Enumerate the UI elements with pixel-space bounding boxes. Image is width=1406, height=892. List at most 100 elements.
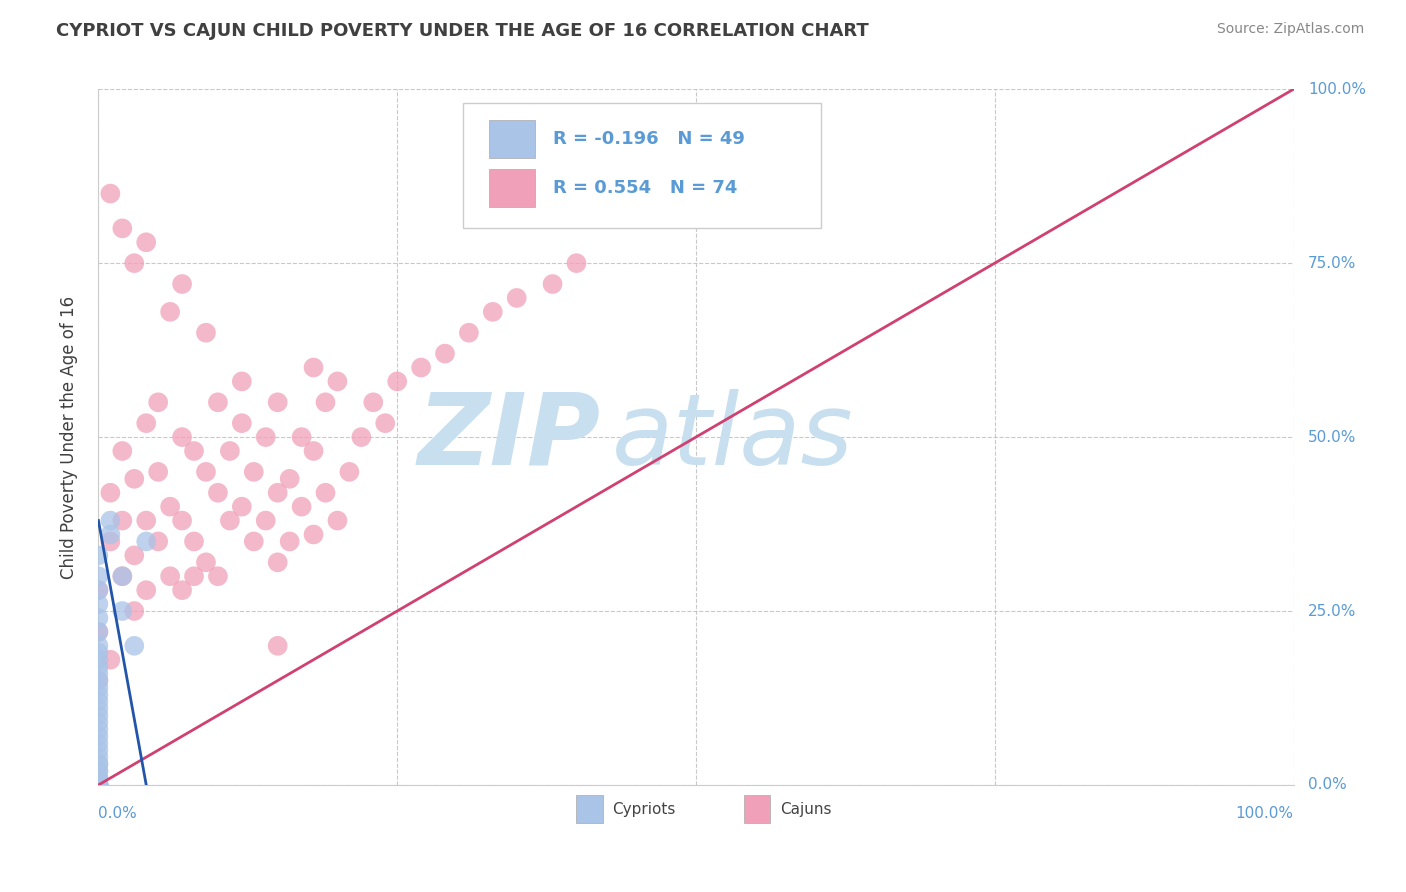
Point xyxy=(267,639,290,653)
Point xyxy=(231,500,253,514)
Point xyxy=(363,395,385,409)
Text: CYPRIOT VS CAJUN CHILD POVERTY UNDER THE AGE OF 16 CORRELATION CHART: CYPRIOT VS CAJUN CHILD POVERTY UNDER THE… xyxy=(56,22,869,40)
Point xyxy=(87,659,110,673)
Point xyxy=(565,256,588,270)
Text: 50.0%: 50.0% xyxy=(1308,430,1357,444)
Point xyxy=(183,534,205,549)
Point xyxy=(87,624,110,639)
Point xyxy=(302,527,325,541)
Text: ZIP: ZIP xyxy=(418,389,600,485)
Point xyxy=(87,549,110,563)
Point xyxy=(411,360,433,375)
Point xyxy=(87,778,110,792)
Point xyxy=(87,569,110,583)
Point xyxy=(148,534,170,549)
Point xyxy=(124,639,146,653)
Text: 25.0%: 25.0% xyxy=(1308,604,1357,618)
Point xyxy=(254,430,277,444)
Point xyxy=(135,235,157,250)
Text: 100.0%: 100.0% xyxy=(1308,82,1365,96)
Point xyxy=(267,555,290,569)
Point xyxy=(254,514,277,528)
Point xyxy=(87,653,110,667)
Point xyxy=(87,778,110,792)
Point xyxy=(87,778,110,792)
Point xyxy=(87,771,110,785)
Point xyxy=(87,673,110,688)
Point xyxy=(267,395,290,409)
Point xyxy=(87,764,110,778)
Point xyxy=(87,688,110,702)
Point xyxy=(315,485,337,500)
Text: 100.0%: 100.0% xyxy=(1236,805,1294,821)
Point xyxy=(124,549,146,563)
Point xyxy=(124,604,146,618)
Point xyxy=(87,708,110,723)
Point xyxy=(87,723,110,737)
Point xyxy=(541,277,564,291)
Point xyxy=(111,444,134,458)
Point xyxy=(231,416,253,430)
Point xyxy=(87,778,110,792)
Point xyxy=(98,485,122,500)
Point xyxy=(87,750,110,764)
Point xyxy=(207,485,229,500)
Point xyxy=(434,346,457,360)
Point xyxy=(111,221,134,235)
Point xyxy=(87,666,110,681)
Point xyxy=(207,569,229,583)
Y-axis label: Child Poverty Under the Age of 16: Child Poverty Under the Age of 16 xyxy=(59,295,77,579)
Point xyxy=(267,485,290,500)
Point xyxy=(183,569,205,583)
Point xyxy=(87,639,110,653)
Point xyxy=(87,778,110,792)
Point xyxy=(87,778,110,792)
Point xyxy=(111,569,134,583)
Point xyxy=(87,771,110,785)
Point xyxy=(87,778,110,792)
Point xyxy=(302,444,325,458)
Text: R = 0.554   N = 74: R = 0.554 N = 74 xyxy=(553,179,737,197)
Point xyxy=(172,514,194,528)
FancyBboxPatch shape xyxy=(576,796,603,823)
Point xyxy=(195,465,218,479)
FancyBboxPatch shape xyxy=(463,103,821,228)
Point xyxy=(458,326,481,340)
Point xyxy=(159,500,181,514)
Point xyxy=(87,778,110,792)
Text: 0.0%: 0.0% xyxy=(98,805,138,821)
Point xyxy=(135,514,157,528)
Point xyxy=(148,395,170,409)
Point xyxy=(87,778,110,792)
Point xyxy=(195,326,218,340)
Point xyxy=(135,583,157,598)
Point xyxy=(87,729,110,743)
Text: 0.0%: 0.0% xyxy=(1308,778,1347,792)
Point xyxy=(243,465,266,479)
Point xyxy=(87,743,110,757)
Point xyxy=(111,569,134,583)
Point xyxy=(506,291,529,305)
Point xyxy=(350,430,373,444)
FancyBboxPatch shape xyxy=(489,120,534,159)
Point xyxy=(148,465,170,479)
Point xyxy=(87,778,110,792)
Point xyxy=(481,305,505,319)
Point xyxy=(87,583,110,598)
Point xyxy=(111,514,134,528)
Point xyxy=(98,653,122,667)
Point xyxy=(159,305,181,319)
Point xyxy=(326,375,349,389)
Point xyxy=(98,514,122,528)
Point xyxy=(278,534,301,549)
Point xyxy=(87,694,110,708)
Point xyxy=(172,277,194,291)
Point xyxy=(172,430,194,444)
Point xyxy=(219,514,242,528)
Point xyxy=(243,534,266,549)
Point xyxy=(87,681,110,695)
Point xyxy=(87,646,110,660)
Point xyxy=(87,764,110,778)
Point xyxy=(98,186,122,201)
Text: atlas: atlas xyxy=(613,389,853,485)
